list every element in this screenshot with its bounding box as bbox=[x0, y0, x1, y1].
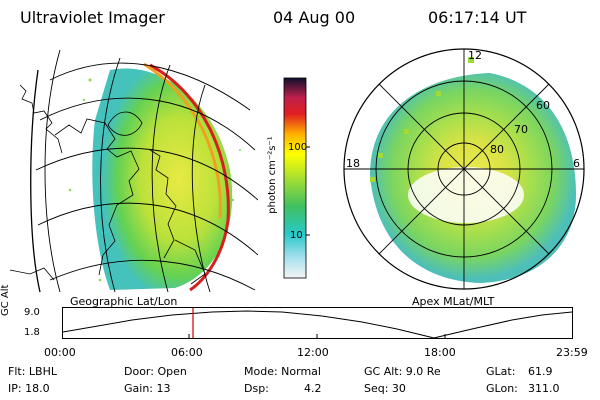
alt-plot-xticks bbox=[188, 334, 446, 338]
alt-ytick-1-8: 1.8 bbox=[24, 327, 40, 338]
colorbar-unit-label: photon cm⁻²s⁻¹ bbox=[267, 136, 278, 213]
right-panel-caption: Apex MLat/MLT bbox=[412, 295, 495, 308]
alt-plot-frame bbox=[62, 307, 573, 339]
info-gain: Gain: 13 bbox=[124, 382, 171, 395]
coastlines bbox=[9, 84, 206, 285]
alt-xtick-0600: 06:00 bbox=[171, 346, 203, 359]
info-mode: Mode: Normal bbox=[244, 365, 321, 378]
alt-xtick-1200: 12:00 bbox=[297, 346, 329, 359]
polar-mlat-mlt-panel: 12 18 6 60 70 80 bbox=[343, 48, 585, 290]
alt-xtick-1800: 18:00 bbox=[424, 346, 456, 359]
info-ip: IP: 18.0 bbox=[8, 382, 50, 395]
left-panel-caption: Geographic Lat/Lon bbox=[70, 295, 178, 308]
info-door: Door: Open bbox=[124, 365, 187, 378]
mlat-label-60: 60 bbox=[536, 99, 550, 112]
info-seq: Seq: 30 bbox=[364, 382, 406, 395]
info-glon-value: 311.0 bbox=[528, 382, 560, 395]
mlt-label-18: 18 bbox=[346, 157, 360, 170]
mlt-label-12: 12 bbox=[468, 49, 482, 62]
date-label: 04 Aug 00 bbox=[273, 8, 356, 27]
intensity-colorbar: photon cm⁻²s⁻¹ 100 10 bbox=[267, 77, 310, 279]
info-dsp-label: Dsp: bbox=[244, 382, 269, 395]
colorbar-gradient bbox=[283, 77, 307, 279]
altitude-curve bbox=[62, 310, 573, 339]
aurora-arc-halo bbox=[143, 62, 222, 219]
info-flt: Flt: LBHL bbox=[8, 365, 57, 378]
time-label: 06:17:14 UT bbox=[428, 8, 527, 27]
colorbar-tick-label-100: 100 bbox=[288, 142, 307, 153]
info-dsp-value: 4.2 bbox=[304, 382, 322, 395]
info-glon-label: GLon: bbox=[486, 382, 518, 395]
latlon-grid bbox=[30, 49, 258, 292]
info-gc-alt: GC Alt: 9.0 Re bbox=[364, 365, 441, 378]
alt-ytick-9: 9.0 bbox=[24, 307, 40, 318]
colorbar-tick-label-10: 10 bbox=[290, 230, 303, 241]
mlat-label-80: 80 bbox=[490, 143, 504, 156]
info-glat-value: 61.9 bbox=[528, 365, 553, 378]
geographic-map-panel bbox=[9, 49, 258, 292]
mlat-label-70: 70 bbox=[514, 123, 528, 136]
dayside-spots bbox=[370, 57, 474, 182]
info-glat-label: GLat: bbox=[486, 365, 516, 378]
alt-xtick-0000: 00:00 bbox=[44, 346, 76, 359]
altitude-plot bbox=[62, 307, 573, 339]
polar-grid bbox=[343, 48, 585, 290]
instrument-title: Ultraviolet Imager bbox=[20, 8, 165, 27]
aurora-bright-arc bbox=[149, 63, 230, 292]
speckle-noise bbox=[68, 78, 241, 282]
alt-plot-ylabel: GC Alt bbox=[0, 284, 11, 316]
alt-xtick-2359: 23:59 bbox=[556, 346, 588, 359]
mlt-label-6: 6 bbox=[573, 157, 580, 170]
